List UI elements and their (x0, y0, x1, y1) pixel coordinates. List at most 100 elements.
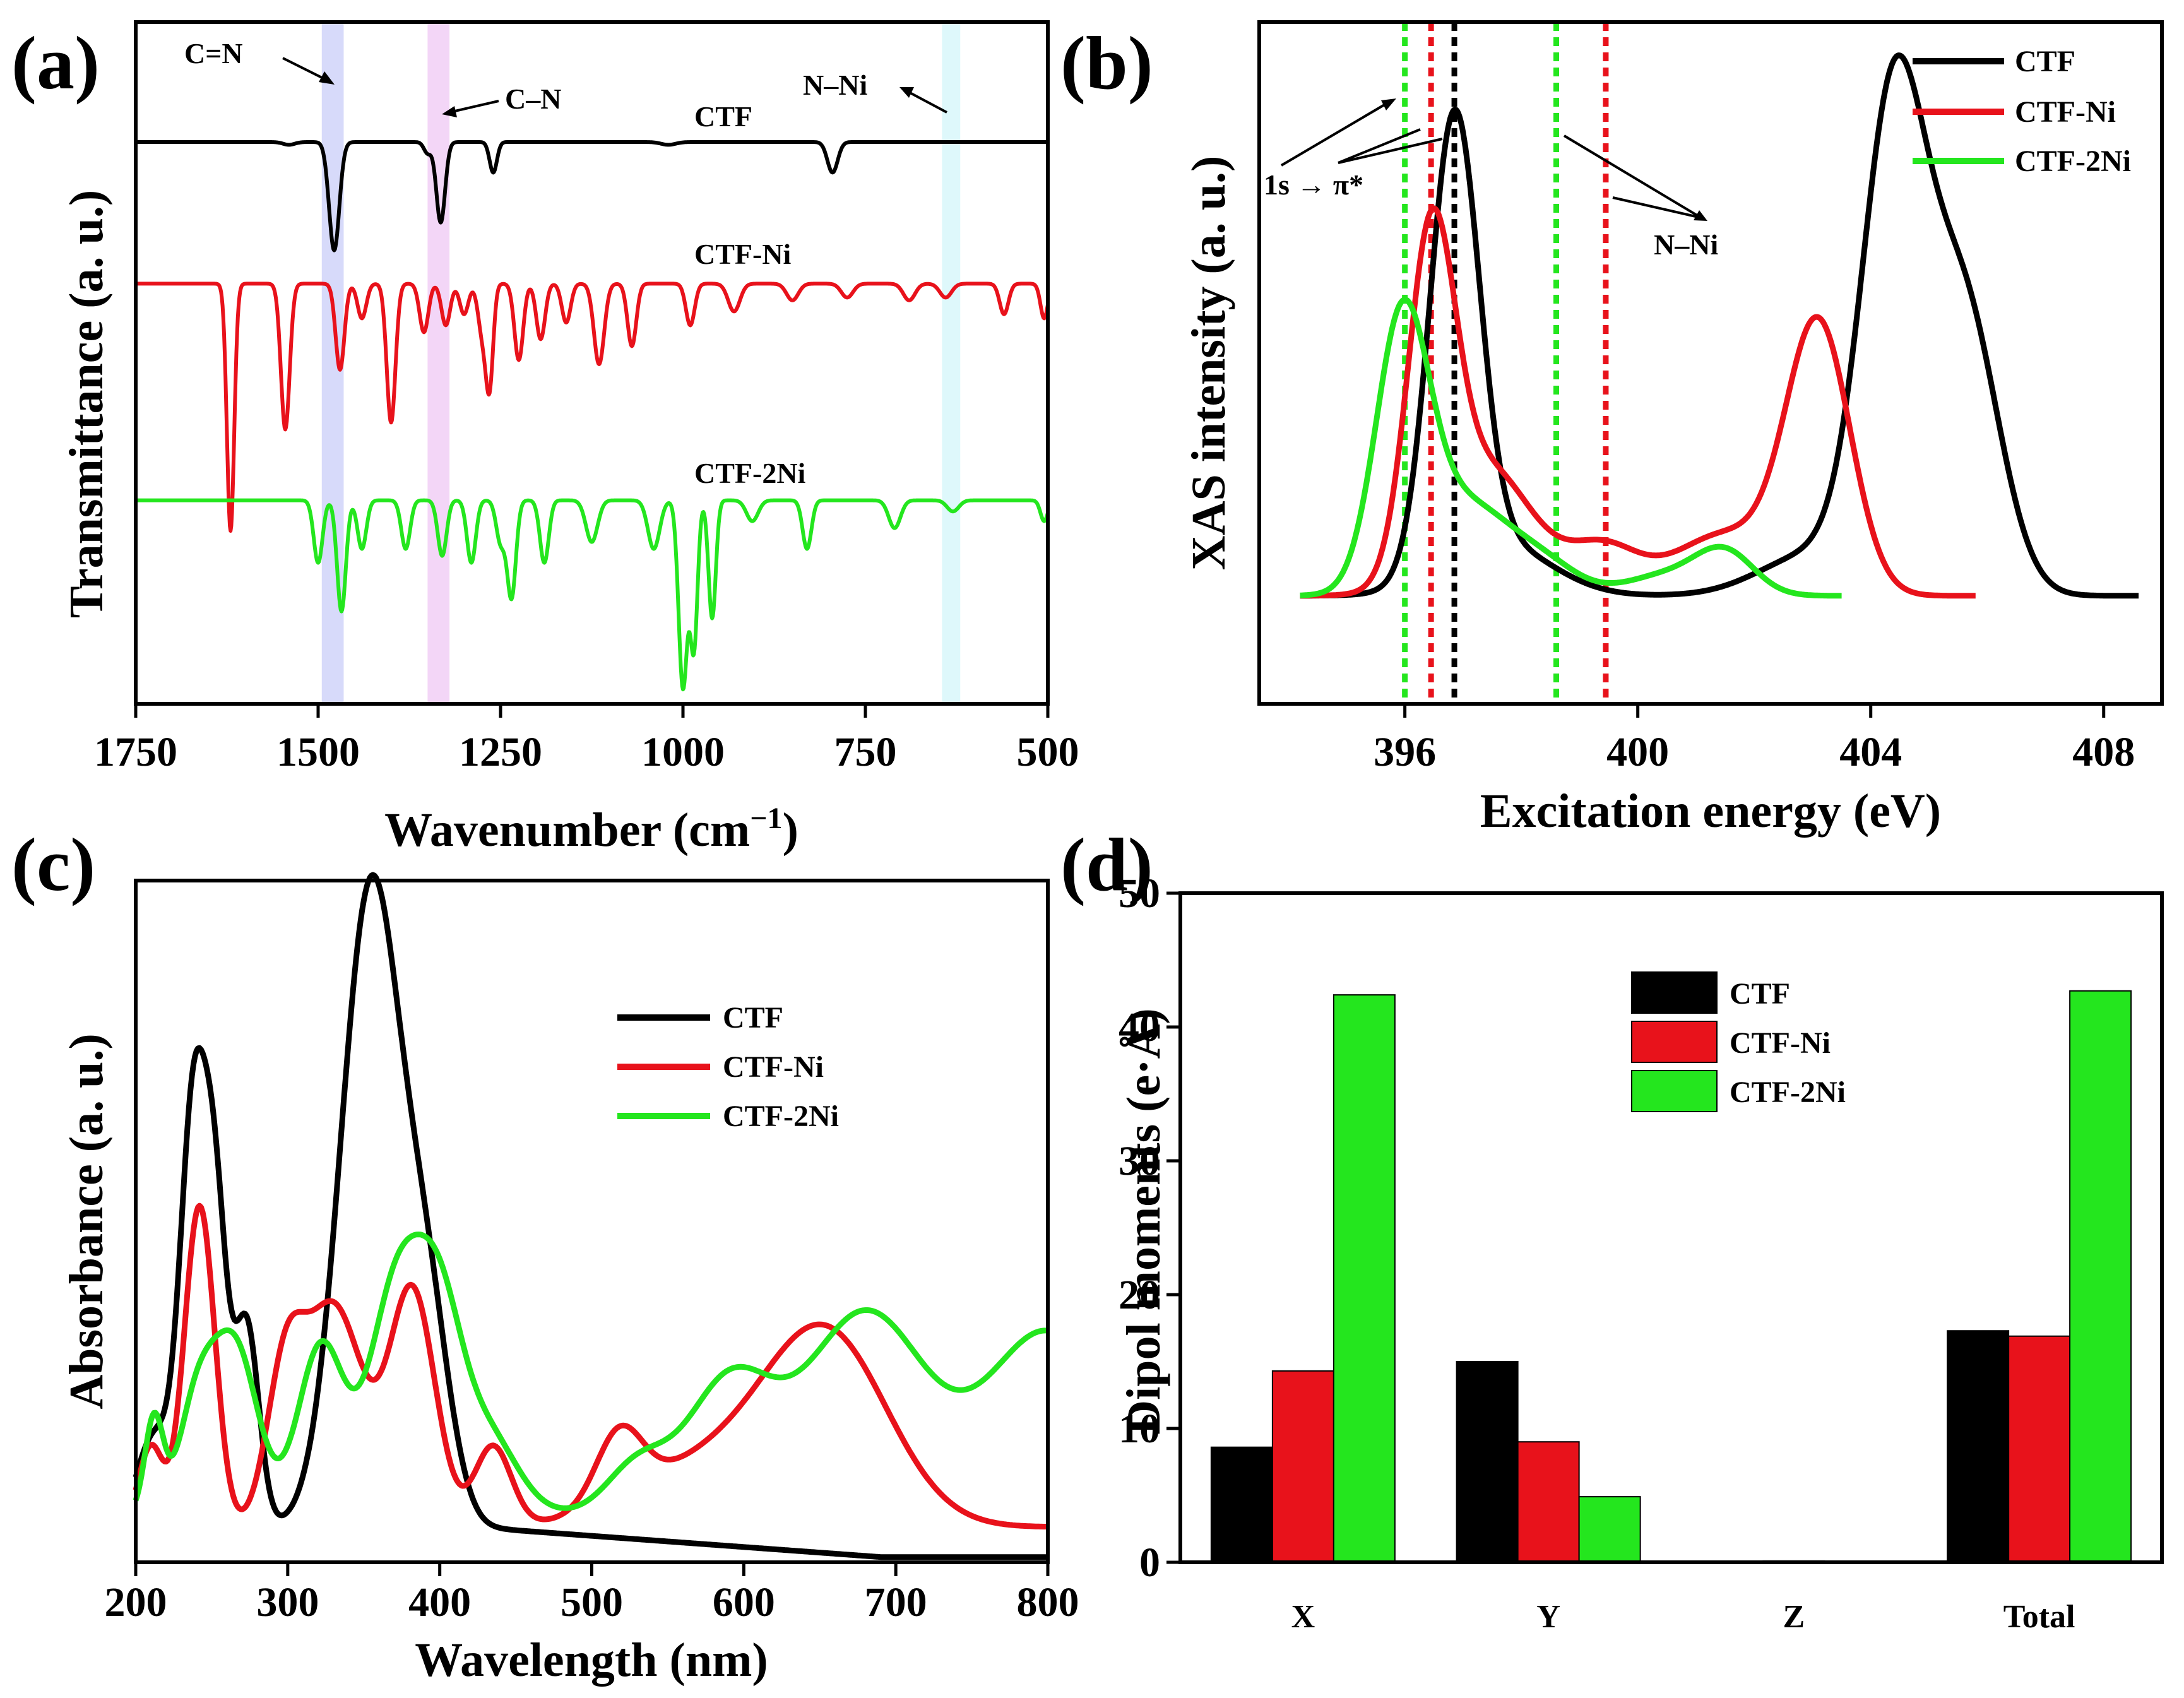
bar-ctf-ni-total (2008, 1335, 2071, 1563)
series-line-ctf-ni-a (134, 282, 1050, 533)
panel-a-ylabel: Transmittance (a. u.) (60, 190, 113, 618)
panel-d-category-label: Z (1783, 1599, 1805, 1635)
legend-d-swatch-ctf (1631, 971, 1718, 1014)
panel-d-ytick-label: 40 (1119, 1004, 1160, 1050)
series-label-ctf-ni-a: CTF-Ni (694, 238, 792, 270)
panel-d-ytick-label: 0 (1139, 1540, 1160, 1586)
panel-b-frame (1257, 20, 2164, 706)
bar-ctf-x (1210, 1446, 1273, 1563)
bar-ctf-ni-y (1517, 1441, 1580, 1563)
arrowhead-c-single-n-icon (442, 106, 457, 117)
panel-a-frame (134, 20, 1050, 706)
panel-c-ylabel: Absorbance (a. u.) (60, 1033, 113, 1409)
panel-a-lines (134, 140, 1050, 692)
panel-a-xlabel: Wavenumber (cm−1) (384, 802, 798, 857)
series-line-ctf-ni-b (1298, 205, 1978, 599)
panel-a: 1750 1500 1250 1000 750 500 (a) Wavenumber (c… (11, 20, 1079, 857)
panel-a-annotations: C=N C–N N–Ni (184, 37, 947, 117)
panel-c-xtick-label: 700 (865, 1579, 927, 1625)
band-n-ni (942, 22, 961, 704)
arrowhead-c-double-n-icon (319, 71, 335, 85)
series-line-ctf-ni-c (133, 1202, 1050, 1530)
arrowhead-n-ni-a-icon (899, 87, 914, 98)
panel-b-lines (1298, 52, 2140, 599)
panel-c-label: (c) (11, 822, 95, 906)
panel-b-ylabel: XAS intensity (a. u.) (1182, 156, 1235, 571)
series-label-ctf-a: CTF (694, 100, 752, 133)
legend-c-label-ctf: CTF (723, 1001, 783, 1035)
panel-d-category-label: X (1291, 1599, 1315, 1635)
legend-d-swatch-ctf-ni (1631, 1021, 1718, 1063)
panel-b-xtick-label: 408 (2072, 729, 2135, 775)
panel-d-legend: CTF CTF-Ni CTF-2Ni (1631, 971, 1846, 1112)
panel-b-xtick-label: 396 (1374, 729, 1436, 775)
panel-d-ticks: 0 10 20 30 40 50 X Y Z Total (1119, 870, 2075, 1635)
annotation-n-ni-a: N–Ni (803, 69, 867, 101)
panel-a-xtick-label: 1250 (459, 729, 542, 775)
panel-c-frame (134, 879, 1050, 1564)
series-label-ctf-2ni-a: CTF-2Ni (694, 457, 806, 489)
panel-c-xtick-label: 600 (713, 1579, 775, 1625)
panel-a-xtick-label: 1500 (276, 729, 360, 775)
legend-d-label-ctf-ni: CTF-Ni (1730, 1026, 1831, 1060)
arrow-n-ni-b-1 (1563, 134, 1702, 219)
annotation-c-double-n: C=N (184, 37, 243, 69)
panel-c-xtick-label: 800 (1017, 1579, 1079, 1625)
panel-b-dotted (1402, 22, 1609, 704)
legend-b-label-ctf-ni: CTF-Ni (2015, 95, 2116, 129)
arrow-pi-star-1 (1280, 101, 1390, 167)
legend-d-label-ctf: CTF (1730, 977, 1790, 1011)
panel-a-xtick-label: 1750 (94, 729, 177, 775)
arrow-n-ni-a (907, 90, 947, 114)
panel-b-xlabel: Excitation energy (eV) (1480, 785, 1941, 838)
arrow-c-single-n (449, 100, 499, 114)
panel-b-label: (b) (1060, 21, 1153, 105)
panel-a-ticks: 1750 1500 1250 1000 750 500 (94, 704, 1079, 775)
series-line-ctf-2ni-a (134, 498, 1050, 692)
panel-c-ticks: 200 300 400 500 600 700 800 (105, 1562, 1079, 1625)
arrow-n-ni-b-2 (1612, 196, 1702, 219)
panel-c-xlabel: Wavelength (nm) (415, 1634, 768, 1687)
annotation-pi-star: 1s → π* (1264, 169, 1363, 201)
series-line-ctf-c (133, 872, 1050, 1560)
bar-ctf-2ni-total (2069, 990, 2132, 1563)
panel-b-ticks: 396 400 404 408 (1374, 704, 2135, 775)
panel-c-lines (133, 872, 1050, 1560)
panel-d-frame (1178, 891, 2164, 1564)
panel-a-bands (321, 22, 961, 704)
panel-d-ytick-label: 50 (1119, 870, 1160, 917)
panel-a-xtick-label: 750 (834, 729, 897, 775)
legend-b-label-ctf: CTF (2015, 45, 2075, 78)
panel-c-xtick-label: 200 (105, 1579, 167, 1625)
panel-c: 200 300 400 500 600 700 800 (c) Wavelength (nm… (11, 822, 1079, 1687)
panel-a-xtick-label: 500 (1017, 729, 1079, 775)
panel-d-ytick-label: 30 (1119, 1138, 1160, 1184)
arrowhead-n-ni-b-icon (1694, 210, 1707, 221)
series-line-ctf-2ni-b (1298, 297, 1844, 599)
panel-d-category-label: Total (2003, 1599, 2075, 1635)
panel-c-xtick-label: 400 (408, 1579, 471, 1625)
panel-a-xtick-label: 1000 (641, 729, 725, 775)
panel-b-legend: CTF CTF-Ni CTF-2Ni (1913, 45, 2131, 178)
panel-d-ytick-label: 10 (1119, 1406, 1160, 1452)
arrowhead-pi-star-1-icon (1381, 98, 1396, 110)
panel-b: 396 400 404 408 (b) Excitation energy (eV) … (1060, 20, 2164, 838)
panel-d-bars (1210, 990, 2132, 1564)
bar-ctf-2ni-y (1578, 1496, 1641, 1564)
arrow-pi-star-3 (1338, 138, 1443, 164)
band-c-n (427, 22, 450, 704)
panel-d-category-label: Y (1536, 1599, 1560, 1635)
series-line-ctf-a (134, 140, 1049, 252)
panel-d-ylabel: Dipol moments (e·Å) (1117, 1008, 1170, 1434)
legend-d-label-ctf-2ni: CTF-2Ni (1730, 1076, 1846, 1109)
arrow-c-double-n (282, 57, 329, 82)
series-line-ctf-b (1298, 52, 2140, 599)
panel-a-label: (a) (11, 21, 100, 105)
panel-c-legend: CTF CTF-Ni CTF-2Ni (617, 1001, 839, 1133)
legend-b-label-ctf-2ni: CTF-2Ni (2015, 145, 2131, 178)
panel-b-xtick-label: 404 (1839, 729, 1902, 775)
panel-c-xtick-label: 300 (256, 1579, 319, 1625)
bar-ctf-2ni-x (1332, 994, 1396, 1563)
series-line-ctf-2ni-c (133, 1232, 1050, 1511)
